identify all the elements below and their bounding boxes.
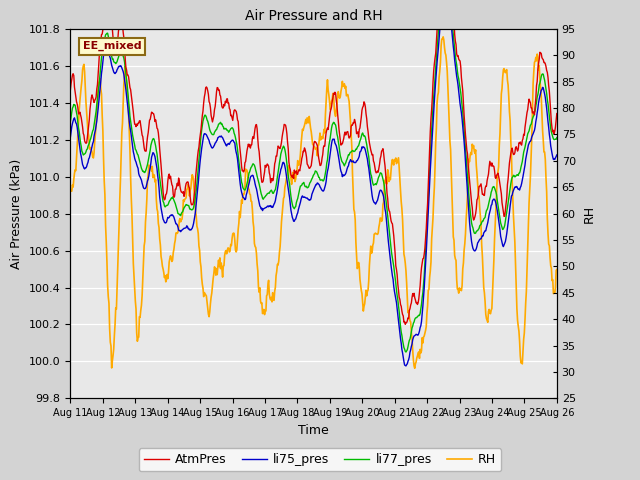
li77_pres [175, 211, 182, 216]
RH [411, 365, 419, 371]
Line: RH: RH [70, 37, 557, 368]
li77_pres [402, 349, 410, 355]
li75_pres [76, 140, 83, 146]
li77_pres [125, 105, 133, 110]
RH [387, 177, 394, 182]
li75_pres [200, 131, 208, 137]
RH [67, 186, 74, 192]
RH [372, 231, 380, 237]
li75_pres [67, 134, 74, 140]
AtmPres [553, 111, 561, 117]
AtmPres [76, 111, 83, 117]
li77_pres [372, 182, 380, 188]
AtmPres [200, 94, 208, 100]
RH [439, 34, 447, 40]
li75_pres [402, 363, 410, 369]
Line: li77_pres: li77_pres [70, 0, 557, 352]
li75_pres [175, 228, 182, 233]
RH [175, 226, 182, 231]
li77_pres [553, 135, 561, 141]
X-axis label: Time: Time [298, 424, 329, 437]
AtmPres [401, 322, 409, 327]
Line: li75_pres: li75_pres [70, 0, 557, 366]
li75_pres [372, 200, 380, 206]
Title: Air Pressure and RH: Air Pressure and RH [244, 10, 383, 24]
Y-axis label: RH: RH [583, 204, 596, 223]
li75_pres [125, 119, 133, 124]
li75_pres [553, 152, 561, 158]
AtmPres [67, 87, 74, 93]
Legend: AtmPres, li75_pres, li77_pres, RH: AtmPres, li75_pres, li77_pres, RH [139, 448, 501, 471]
RH [76, 108, 83, 113]
li77_pres [67, 119, 74, 124]
li77_pres [76, 129, 83, 134]
RH [553, 266, 561, 272]
li77_pres [200, 113, 208, 119]
Text: EE_mixed: EE_mixed [83, 41, 141, 51]
li77_pres [387, 240, 394, 246]
Line: AtmPres: AtmPres [70, 0, 557, 324]
AtmPres [125, 80, 133, 85]
AtmPres [372, 170, 380, 176]
AtmPres [175, 175, 182, 181]
RH [200, 290, 208, 296]
RH [125, 128, 133, 133]
AtmPres [387, 213, 394, 219]
Y-axis label: Air Pressure (kPa): Air Pressure (kPa) [10, 158, 24, 269]
li75_pres [387, 257, 394, 263]
